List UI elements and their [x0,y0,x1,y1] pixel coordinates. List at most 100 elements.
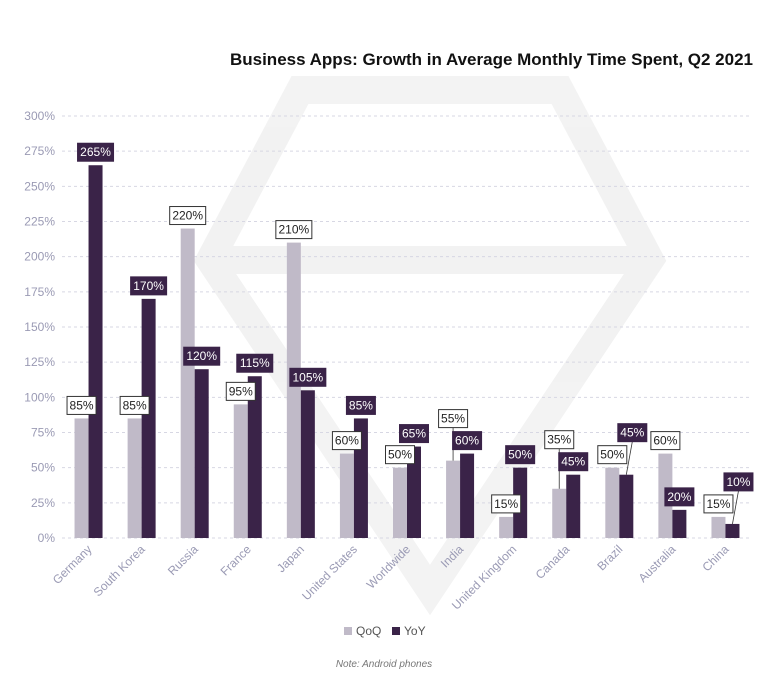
data-label-text: 85% [70,398,94,412]
legend-swatch-yoy [392,627,400,635]
data-label-yoy: 20% [664,487,695,507]
data-label-box [491,494,522,514]
data-label-yoy: 265% [77,142,115,162]
data-label-qoq: 220% [169,206,207,226]
data-label-text: 50% [508,448,532,462]
y-tick-label: 175% [24,285,55,299]
data-label-box [399,424,429,444]
y-tick-label: 250% [24,179,55,193]
x-category-label: Russia [165,542,201,578]
data-label-box [331,431,362,451]
y-tick-label: 0% [38,531,56,545]
data-label-yoy: 10% [723,472,754,525]
watermark-logo [193,76,667,616]
x-category-label: Canada [533,542,573,582]
bar-yoy [725,523,740,538]
bar-yoy [88,165,103,538]
bar-qoq [605,467,620,538]
data-label-box [275,220,313,240]
data-label-box [597,445,628,465]
bars [74,165,740,539]
data-label-qoq: 55% [438,409,469,461]
bar-yoy [247,376,262,538]
y-tick-label: 225% [24,215,55,229]
y-tick-label: 100% [24,390,55,404]
x-category-label: Japan [274,542,307,575]
legend: QoQ YoY [344,624,426,638]
legend-swatch-qoq [344,627,352,635]
data-label-box [77,142,115,162]
data-label-qoq: 85% [66,395,97,415]
x-category-label: France [218,542,255,579]
legend-label-yoy: YoY [404,624,426,638]
data-label-box [289,367,327,387]
data-label-yoy: 85% [345,395,376,415]
bar-yoy [566,474,581,538]
data-label-text: 60% [455,434,479,448]
data-label-qoq: 60% [331,431,362,451]
data-label-box [617,423,648,443]
data-label-yoy: 45% [558,452,589,472]
data-label-text: 85% [349,398,373,412]
data-label-qoq: 85% [119,395,150,415]
chart-note: Note: Android phones [336,659,432,670]
x-category-label: United States [299,542,360,603]
bar-yoy [407,446,421,538]
bar-qoq [393,467,407,538]
y-tick-label: 150% [24,320,55,334]
data-label-yoy: 50% [505,445,536,465]
data-label-box [703,494,734,514]
data-label-box [723,472,754,492]
chart-title: Business Apps: Growth in Average Monthly… [230,50,753,69]
data-label-box [236,353,274,373]
bar-qoq [499,516,514,538]
data-label-yoy: 115% [236,353,274,373]
bar-qoq [286,242,301,538]
data-labels: 85% 265% 85% 170% 220% 120% 95% 115% 210% 105% 60%… [66,142,754,525]
data-label-box [183,346,221,366]
bar-qoq [552,488,567,538]
y-tick-label: 125% [24,355,55,369]
x-category-label: Germany [50,542,95,587]
data-label-box [66,395,97,415]
data-label-qoq: 15% [703,494,734,514]
data-label-text: 15% [706,497,730,511]
y-tick-label: 75% [31,426,55,440]
y-tick-label: 275% [24,144,55,158]
bar-qoq [446,460,461,538]
x-category-label: Australia [636,542,679,585]
bar-qoq [74,418,89,538]
data-label-text: 115% [240,356,270,370]
data-label-text: 45% [561,455,585,469]
data-label-yoy: 120% [183,346,221,366]
bar-yoy [194,369,209,538]
data-label-text: 50% [600,448,624,462]
data-label-yoy: 45% [617,423,648,475]
data-label-text: 65% [402,427,426,441]
data-label-text: 105% [292,370,323,384]
data-label-box [130,276,168,296]
data-label-box [119,395,150,415]
data-label-box [650,431,681,451]
bar-qoq [233,404,248,538]
legend-label-qoq: QoQ [356,624,381,638]
bar-qoq [711,516,726,538]
y-tick-label: 50% [31,461,55,475]
data-label-yoy: 170% [130,276,168,296]
data-label-text: 60% [653,434,677,448]
label-leader-line [625,441,633,475]
data-label-text: 10% [726,475,750,489]
data-label-text: 55% [441,412,465,426]
data-label-yoy: 105% [289,367,327,387]
bar-yoy [141,298,156,538]
data-label-text: 120% [186,349,217,363]
data-label-box [664,487,695,507]
data-label-qoq: 50% [385,445,415,465]
data-label-qoq: 50% [597,445,628,465]
y-tick-label: 25% [31,496,55,510]
data-label-box [544,430,575,450]
x-category-label: China [700,542,732,574]
bar-qoq [339,453,354,538]
x-category-label: South Korea [91,542,148,599]
